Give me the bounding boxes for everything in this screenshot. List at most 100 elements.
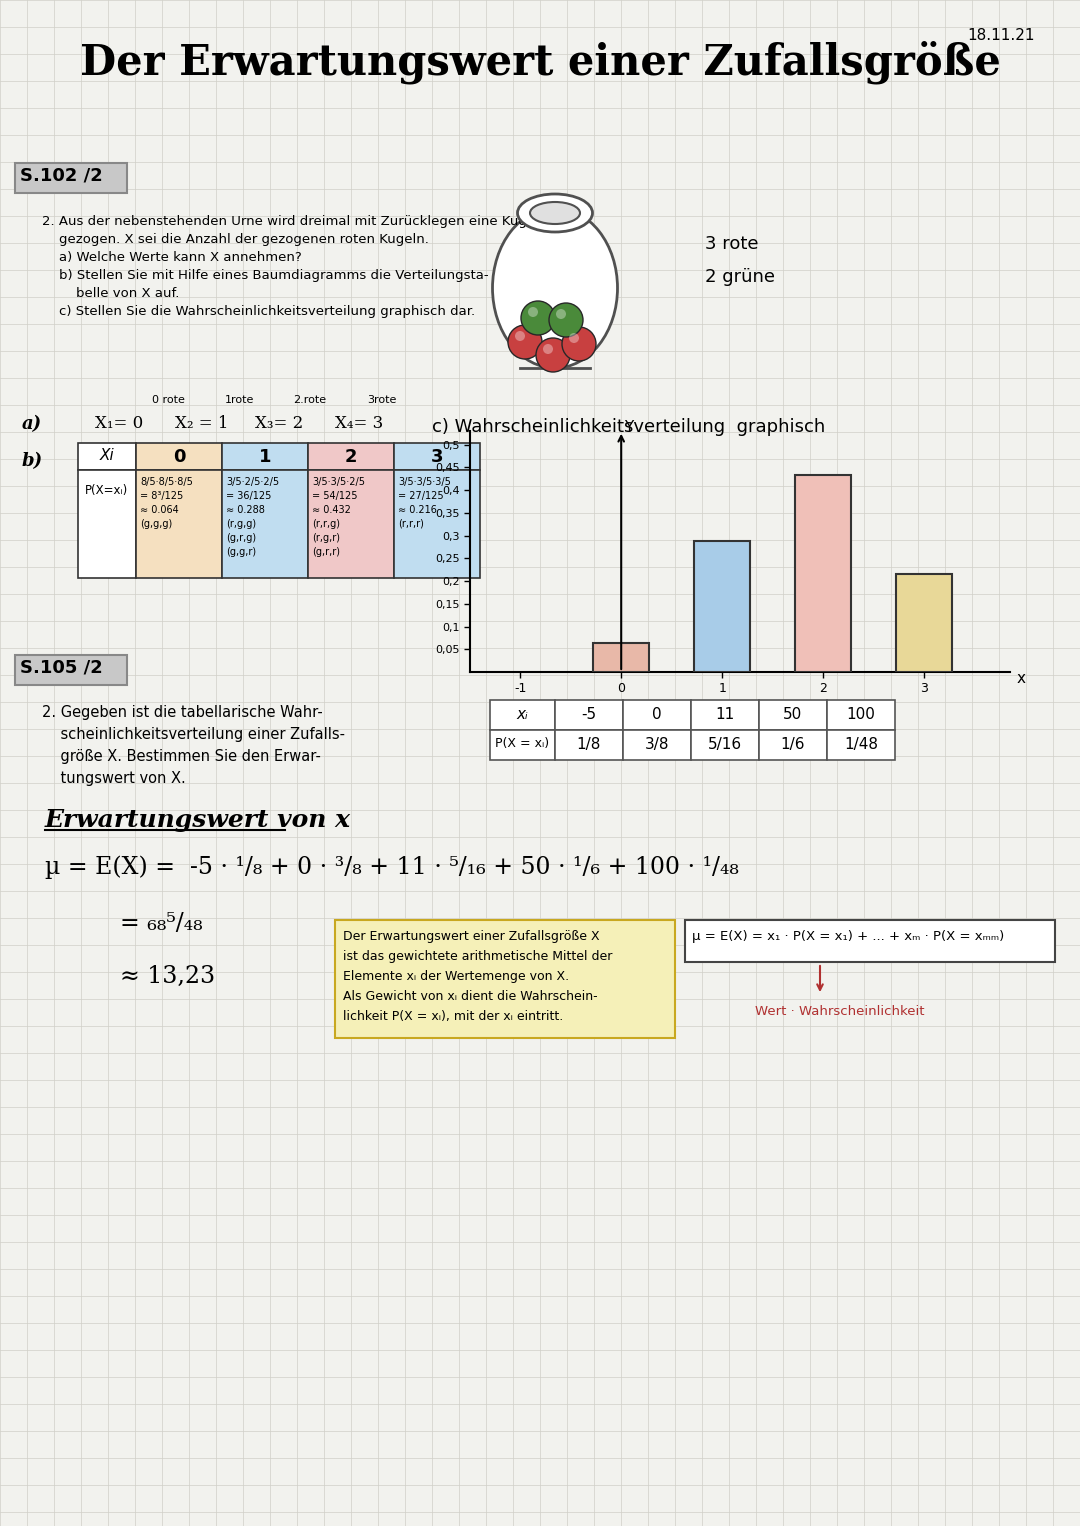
Text: 2: 2: [345, 449, 357, 465]
FancyBboxPatch shape: [555, 700, 623, 729]
FancyBboxPatch shape: [555, 729, 623, 760]
FancyBboxPatch shape: [222, 443, 308, 470]
FancyBboxPatch shape: [759, 729, 827, 760]
Text: 2. Aus der nebenstehenden Urne wird dreimal mit Zurücklegen eine Kugel: 2. Aus der nebenstehenden Urne wird drei…: [42, 215, 539, 227]
FancyBboxPatch shape: [827, 700, 895, 729]
Text: = 8³/125: = 8³/125: [140, 491, 184, 501]
Text: S.105 /2: S.105 /2: [21, 658, 103, 676]
Text: 1/8: 1/8: [577, 737, 602, 752]
Text: ≈ 13,23: ≈ 13,23: [120, 964, 215, 987]
Text: ≈ 0.288: ≈ 0.288: [226, 505, 265, 514]
Text: (g,g,g): (g,g,g): [140, 519, 172, 530]
Text: 1/6: 1/6: [781, 737, 806, 752]
Text: Elemente xᵢ der Wertemenge von X.: Elemente xᵢ der Wertemenge von X.: [343, 971, 569, 983]
Ellipse shape: [517, 194, 593, 232]
Text: a): a): [22, 415, 42, 433]
FancyBboxPatch shape: [222, 470, 308, 578]
Text: gezogen. X sei die Anzahl der gezogenen roten Kugeln.: gezogen. X sei die Anzahl der gezogenen …: [42, 233, 429, 246]
Text: (r,r,g): (r,r,g): [312, 519, 340, 530]
Text: größe X. Bestimmen Sie den Erwar-: größe X. Bestimmen Sie den Erwar-: [42, 749, 321, 765]
FancyBboxPatch shape: [685, 920, 1055, 961]
Text: (g,r,r): (g,r,r): [312, 546, 340, 557]
Text: 3 rote: 3 rote: [705, 235, 758, 253]
Bar: [795, 476, 851, 671]
FancyBboxPatch shape: [136, 470, 222, 578]
Text: b): b): [22, 452, 43, 470]
Text: 5/16: 5/16: [707, 737, 742, 752]
Text: Xi: Xi: [99, 449, 114, 462]
Text: (r,g,g): (r,g,g): [226, 519, 256, 530]
Text: 1: 1: [259, 449, 271, 465]
Text: 3/5·3/5·3/5: 3/5·3/5·3/5: [399, 478, 450, 487]
Text: -5: -5: [581, 707, 596, 722]
Text: 0: 0: [652, 707, 662, 722]
Text: μ = E(X) = x₁ · P(X = x₁) + ... + xₘ · P(X = xₘₘ): μ = E(X) = x₁ · P(X = x₁) + ... + xₘ · P…: [692, 929, 1004, 943]
Bar: [896, 574, 951, 671]
Text: tungswert von X.: tungswert von X.: [42, 771, 186, 786]
FancyBboxPatch shape: [136, 443, 222, 470]
Circle shape: [521, 301, 555, 336]
Text: 11: 11: [715, 707, 734, 722]
Ellipse shape: [492, 208, 618, 368]
Text: ist das gewichtete arithmetische Mittel der: ist das gewichtete arithmetische Mittel …: [343, 951, 612, 963]
Text: 50: 50: [783, 707, 802, 722]
FancyBboxPatch shape: [394, 470, 480, 578]
Circle shape: [562, 327, 596, 362]
Text: X₂ = 1: X₂ = 1: [175, 415, 229, 432]
Text: P(X=xᵢ): P(X=xᵢ): [85, 484, 129, 497]
Text: X₁= 0: X₁= 0: [95, 415, 144, 432]
Circle shape: [528, 307, 538, 317]
Circle shape: [543, 343, 553, 354]
Text: 3/8: 3/8: [645, 737, 670, 752]
Text: belle von X auf.: belle von X auf.: [42, 287, 179, 301]
FancyBboxPatch shape: [308, 470, 394, 578]
Text: (g,r,g): (g,r,g): [226, 533, 256, 543]
Text: µ = E(X) =  -5 · ¹/₈ + 0 · ³/₈ + 11 · ⁵/₁₆ + 50 · ¹/₆ + 100 · ¹/₄₈: µ = E(X) = -5 · ¹/₈ + 0 · ³/₈ + 11 · ⁵/₁…: [45, 855, 739, 879]
Text: = 27/125: = 27/125: [399, 491, 444, 501]
Text: 3/5·3/5·2/5: 3/5·3/5·2/5: [312, 478, 365, 487]
Text: S.102 /2: S.102 /2: [21, 166, 103, 185]
Text: ≈ 0.216: ≈ 0.216: [399, 505, 437, 514]
FancyBboxPatch shape: [308, 443, 394, 470]
Text: = ₆₈⁵/₄₈: = ₆₈⁵/₄₈: [120, 913, 203, 935]
Text: 2. Gegeben ist die tabellarische Wahr-: 2. Gegeben ist die tabellarische Wahr-: [42, 705, 323, 720]
FancyBboxPatch shape: [827, 729, 895, 760]
Text: (g,g,r): (g,g,r): [226, 546, 256, 557]
FancyBboxPatch shape: [394, 443, 480, 470]
Text: X₃= 2: X₃= 2: [255, 415, 303, 432]
FancyBboxPatch shape: [691, 729, 759, 760]
Text: 3: 3: [431, 449, 443, 465]
Text: = 36/125: = 36/125: [226, 491, 271, 501]
Circle shape: [536, 337, 570, 372]
FancyBboxPatch shape: [623, 700, 691, 729]
Text: 1/48: 1/48: [843, 737, 878, 752]
Text: ≈ 0.432: ≈ 0.432: [312, 505, 351, 514]
Text: c) Stellen Sie die Wahrscheinlichkeitsverteilung graphisch dar.: c) Stellen Sie die Wahrscheinlichkeitsve…: [42, 305, 475, 317]
Text: ≈ 0.064: ≈ 0.064: [140, 505, 179, 514]
Ellipse shape: [530, 201, 580, 224]
Text: (r,g,r): (r,g,r): [312, 533, 340, 543]
Text: c) Wahrscheinlichkeitsverteilung  graphisch: c) Wahrscheinlichkeitsverteilung graphis…: [432, 418, 825, 436]
Text: 2.rote: 2.rote: [294, 395, 326, 404]
Circle shape: [549, 304, 583, 337]
Text: = 54/125: = 54/125: [312, 491, 357, 501]
Text: Erwartungswert von x: Erwartungswert von x: [45, 807, 351, 832]
Text: 18.11.21: 18.11.21: [968, 27, 1035, 43]
Circle shape: [556, 308, 566, 319]
Text: 3/5·2/5·2/5: 3/5·2/5·2/5: [226, 478, 279, 487]
FancyBboxPatch shape: [335, 920, 675, 1038]
Text: P(X = xᵢ): P(X = xᵢ): [495, 737, 549, 749]
FancyBboxPatch shape: [490, 729, 555, 760]
FancyBboxPatch shape: [759, 700, 827, 729]
Text: Als Gewicht von xᵢ dient die Wahrschein-: Als Gewicht von xᵢ dient die Wahrschein-: [343, 990, 597, 1003]
Text: b) Stellen Sie mit Hilfe eines Baumdiagramms die Verteilungsta-: b) Stellen Sie mit Hilfe eines Baumdiagr…: [42, 269, 488, 282]
FancyBboxPatch shape: [490, 700, 555, 729]
Text: (r,r,r): (r,r,r): [399, 519, 423, 530]
FancyBboxPatch shape: [623, 729, 691, 760]
Bar: [694, 542, 750, 671]
Text: xᵢ: xᵢ: [516, 707, 528, 722]
FancyBboxPatch shape: [691, 700, 759, 729]
Text: Der Erwartungswert einer Zufallsgröße X: Der Erwartungswert einer Zufallsgröße X: [343, 929, 599, 943]
Text: X₄= 3: X₄= 3: [335, 415, 383, 432]
Text: lichkeit P(X = xᵢ), mit der xᵢ eintritt.: lichkeit P(X = xᵢ), mit der xᵢ eintritt.: [343, 1010, 564, 1022]
